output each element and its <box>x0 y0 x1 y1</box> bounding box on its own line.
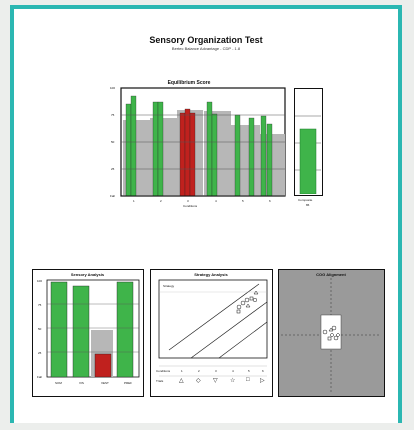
sensory-plot <box>46 279 140 378</box>
equilibrium-trial-bar <box>130 95 137 197</box>
equilibrium-ytick-fall: Fall <box>110 194 115 198</box>
sensory-analysis-chart: Sensory Analysis 100 75 50 25 Fall SOM V… <box>32 269 144 397</box>
equilibrium-xtick-1: 1 <box>133 199 135 203</box>
sensory-xtick-vis: VIS <box>79 381 84 385</box>
sensory-bar <box>50 281 68 378</box>
equilibrium-xtick-5: 5 <box>242 199 244 203</box>
sensory-title: Sensory Analysis <box>70 272 105 277</box>
strategy-cond-4: 4 <box>232 369 234 373</box>
equilibrium-plot <box>120 87 286 197</box>
strategy-markers <box>236 290 259 314</box>
sensory-bar <box>72 285 90 378</box>
strategy-title: Strategy Analysis <box>194 272 228 277</box>
composite-label: Composite <box>298 198 313 202</box>
strategy-legend-label: Strategy <box>163 284 175 288</box>
equilibrium-ytick-25: 25 <box>111 167 115 171</box>
equilibrium-xtick-3: 3 <box>187 199 189 203</box>
equilibrium-trial-bar <box>157 101 164 197</box>
strategy-marker-2: ◇ <box>196 378 201 384</box>
equilibrium-trial-bar <box>125 103 132 197</box>
equilibrium-trial-bar <box>189 112 196 197</box>
cog-target-box <box>320 314 342 350</box>
equilibrium-trial-bar <box>266 123 273 197</box>
strategy-analysis-chart: Strategy Analysis Strategy Conditions Tr… <box>150 269 273 397</box>
strategy-cond-6: 6 <box>262 369 264 373</box>
cog-title: COG Alignment <box>316 272 346 277</box>
equilibrium-xtick-4: 4 <box>215 199 217 203</box>
report-page: Sensory Organization Test Bertec Balance… <box>14 9 398 423</box>
strategy-cond-5: 5 <box>248 369 250 373</box>
equilibrium-trial-bar <box>206 101 213 197</box>
composite-tick: 86 <box>306 203 310 207</box>
sensory-ytick-100: 100 <box>37 279 43 283</box>
cog-alignment-chart: COG Alignment <box>278 269 385 397</box>
strategy-row-conditions: Conditions <box>156 369 171 373</box>
equilibrium-ytick-100: 100 <box>110 86 116 90</box>
equilibrium-trial-bar <box>234 114 241 197</box>
strategy-marker-3: ▽ <box>213 378 218 384</box>
report-subtitle: Bertec Balance Advantage - CDP - 1.8 <box>171 46 241 51</box>
report-title: Sensory Organization Test <box>149 35 263 45</box>
strategy-plot <box>158 279 268 377</box>
strategy-row-trials: Trials <box>156 379 164 383</box>
composite-plot <box>295 115 321 194</box>
sensory-ytick-fall: Fall <box>37 375 42 379</box>
strategy-cond-2: 2 <box>198 369 200 373</box>
sensory-xtick-som: SOM <box>55 381 62 385</box>
strategy-cond-1: 1 <box>181 369 183 373</box>
sensory-xtick-pref: PREF <box>124 381 133 385</box>
strategy-marker-4: ☆ <box>230 378 236 384</box>
equilibrium-trial-bar <box>152 101 159 197</box>
strategy-marker-5: □ <box>246 377 250 383</box>
equilibrium-trial-bar <box>260 115 267 197</box>
sensory-bar <box>116 281 134 378</box>
sensory-bar <box>94 353 112 378</box>
equilibrium-trial-bar <box>248 117 255 197</box>
sensory-ytick-25: 25 <box>38 351 42 355</box>
sensory-ytick-50: 50 <box>38 327 42 331</box>
equilibrium-trial-bar <box>211 113 218 197</box>
strategy-marker-6: ▷ <box>260 378 265 384</box>
equilibrium-ytick-75: 75 <box>111 113 115 117</box>
sensory-ytick-75: 75 <box>38 303 42 307</box>
strategy-marker-1: △ <box>179 378 184 384</box>
equilibrium-title: Equilibrium Score <box>167 80 211 86</box>
equilibrium-xtick-2: 2 <box>160 199 162 203</box>
composite-chart <box>294 88 323 196</box>
composite-bar <box>299 128 317 194</box>
equilibrium-xlabel: Conditions <box>183 204 198 208</box>
cog-plot <box>281 278 381 393</box>
strategy-cond-3: 3 <box>215 369 217 373</box>
equilibrium-score-chart: Equilibrium Score 100 75 50 25 Fall 1 2 … <box>91 80 287 209</box>
equilibrium-xtick-6: 6 <box>269 199 271 203</box>
equilibrium-ytick-50: 50 <box>111 140 115 144</box>
cog-markers <box>322 325 341 341</box>
equilibrium-trial-bar <box>179 112 186 197</box>
sensory-xtick-vest: VEST <box>101 381 109 385</box>
equilibrium-trial-bar <box>184 108 191 197</box>
